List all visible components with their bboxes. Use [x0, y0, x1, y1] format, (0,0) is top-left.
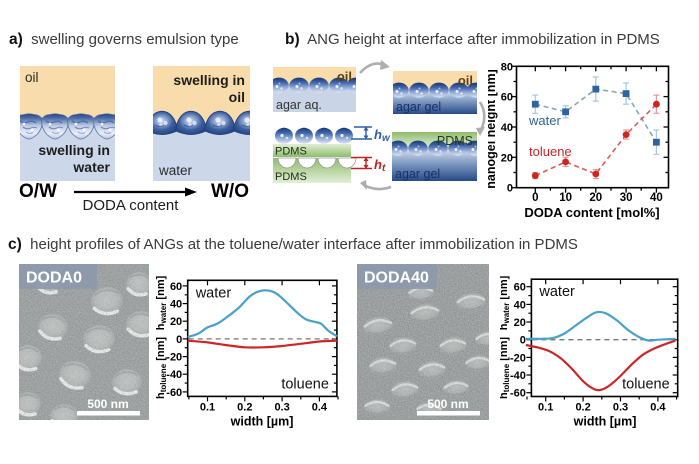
svg-text:40: 40 [170, 299, 182, 311]
svg-text:40: 40 [514, 299, 526, 311]
svg-text:80: 80 [501, 61, 513, 73]
svg-text:toluene: toluene [622, 377, 670, 393]
svg-text:width [µm]: width [µm] [230, 414, 294, 428]
svg-text:0.2: 0.2 [575, 402, 590, 414]
svg-text:htoluene [nm]: htoluene [nm] [500, 337, 511, 399]
svg-text:water: water [195, 285, 232, 301]
svg-text:-60: -60 [510, 388, 526, 400]
svg-text:PDMS: PDMS [275, 146, 307, 158]
svg-text:nanogel height [nm]: nanogel height [nm] [488, 69, 498, 188]
svg-text:DODA40: DODA40 [364, 270, 429, 287]
svg-text:hwater [nm]: hwater [nm] [155, 275, 168, 330]
svg-text:-20: -20 [166, 352, 182, 364]
svg-text:0.4: 0.4 [312, 401, 328, 413]
svg-text:toluene: toluene [529, 144, 572, 159]
svg-text:0.3: 0.3 [274, 401, 289, 413]
svg-text:agar gel: agar gel [396, 100, 441, 114]
svg-text:ht: ht [374, 157, 386, 174]
svg-text:0.1: 0.1 [200, 401, 215, 413]
svg-text:60: 60 [501, 92, 513, 104]
svg-text:-20: -20 [510, 352, 526, 364]
svg-text:30: 30 [620, 192, 633, 204]
svg-text:hw: hw [374, 127, 391, 144]
svg-text:0.4: 0.4 [650, 402, 666, 414]
svg-text:width [µm]: width [µm] [573, 415, 637, 429]
svg-text:0: 0 [532, 192, 538, 204]
svg-text:500 nm: 500 nm [427, 397, 468, 411]
svg-text:0: 0 [507, 183, 513, 195]
svg-text:40: 40 [650, 192, 663, 204]
svg-text:500 nm: 500 nm [87, 397, 128, 411]
svg-text:PDMS: PDMS [275, 171, 307, 183]
svg-text:oil: oil [337, 69, 352, 84]
svg-text:oil: oil [458, 73, 473, 88]
svg-text:agar aq.: agar aq. [276, 98, 322, 112]
svg-text:20: 20 [514, 317, 526, 329]
svg-text:0.1: 0.1 [538, 402, 553, 414]
svg-text:-40: -40 [166, 369, 182, 381]
svg-text:water: water [538, 284, 575, 300]
svg-text:0.3: 0.3 [613, 402, 628, 414]
svg-text:0.2: 0.2 [237, 401, 252, 413]
svg-text:20: 20 [589, 192, 602, 204]
svg-text:PDMS: PDMS [437, 134, 473, 148]
svg-text:agar gel: agar gel [395, 167, 440, 181]
svg-text:-40: -40 [510, 370, 526, 382]
svg-text:60: 60 [514, 282, 526, 294]
svg-text:20: 20 [170, 316, 182, 328]
svg-text:htoluene [nm]: htoluene [nm] [155, 337, 168, 399]
svg-text:60: 60 [170, 281, 182, 293]
svg-text:40: 40 [501, 122, 513, 134]
svg-text:water: water [528, 113, 561, 128]
svg-text:0: 0 [520, 335, 526, 347]
svg-text:DODA0: DODA0 [26, 270, 82, 287]
svg-text:toluene: toluene [281, 376, 329, 392]
svg-text:20: 20 [501, 152, 513, 164]
svg-text:hwater [nm]: hwater [nm] [500, 275, 511, 330]
svg-text:-60: -60 [166, 387, 182, 399]
svg-text:DODA content [mol%]: DODA content [mol%] [524, 205, 659, 220]
svg-text:10: 10 [559, 192, 572, 204]
svg-text:0: 0 [176, 334, 182, 346]
